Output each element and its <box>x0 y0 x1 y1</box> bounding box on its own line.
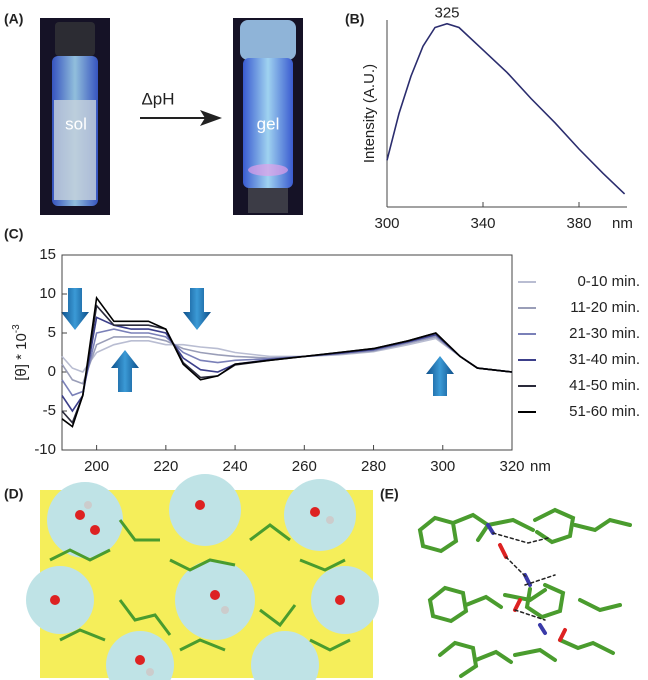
vial-label: sol <box>65 114 87 133</box>
x-unit: nm <box>530 458 551 475</box>
x-unit: nm <box>612 215 633 232</box>
y-tick-label: -10 <box>34 441 56 458</box>
y-axis-label-exponent: -3 <box>11 324 22 333</box>
reaction-arrow <box>140 110 222 126</box>
panel-label: (A) <box>4 11 23 27</box>
figure: (A) sol ΔpH gel (D) <box>0 0 648 680</box>
x-tick-label: 240 <box>223 458 248 475</box>
trend-arrows <box>61 288 454 396</box>
peak-annotation: 325 <box>434 5 459 22</box>
x-tick-label: 300 <box>374 215 399 232</box>
panel-label: (B) <box>345 11 364 27</box>
crystal-packing <box>26 474 379 680</box>
molecular-structure <box>420 510 630 676</box>
vial-label: gel <box>257 114 280 133</box>
y-axis-label-text: Intensity (A.U.) <box>361 64 378 163</box>
legend-label: 41-50 min. <box>569 377 640 394</box>
y-axis-label-text: [θ] * 10 <box>13 333 30 381</box>
legend-label: 0-10 min. <box>577 273 640 290</box>
y-tick-label: -5 <box>43 402 56 419</box>
legend-label: 31-40 min. <box>569 351 640 368</box>
x-tick-label: 280 <box>361 458 386 475</box>
data-line <box>387 24 625 194</box>
legend-label: 11-20 min. <box>570 299 640 316</box>
x-tick-label: 200 <box>84 458 109 475</box>
panel-label: (D) <box>4 486 23 502</box>
plot-frame <box>62 255 512 450</box>
legend-label: 51-60 min. <box>569 403 640 420</box>
y-axis-label: [θ] * 10-3 <box>11 324 30 381</box>
x-tick-label: 380 <box>566 215 591 232</box>
y-tick-label: 15 <box>39 246 56 263</box>
y-axis-label: Intensity (A.U.) <box>361 64 378 163</box>
x-tick-label: 260 <box>292 458 317 475</box>
x-tick-label: 220 <box>153 458 178 475</box>
legend-label: 21-30 min. <box>569 325 640 342</box>
panel-label: (C) <box>4 226 23 242</box>
x-tick-label: 320 <box>499 458 524 475</box>
x-tick-label: 300 <box>430 458 455 475</box>
y-tick-label: 5 <box>48 324 56 341</box>
y-tick-label: 10 <box>39 285 56 302</box>
arrow-label: ΔpH <box>141 89 174 108</box>
x-tick-label: 340 <box>470 215 495 232</box>
panel-label: (E) <box>380 486 399 502</box>
y-tick-label: 0 <box>48 363 56 380</box>
